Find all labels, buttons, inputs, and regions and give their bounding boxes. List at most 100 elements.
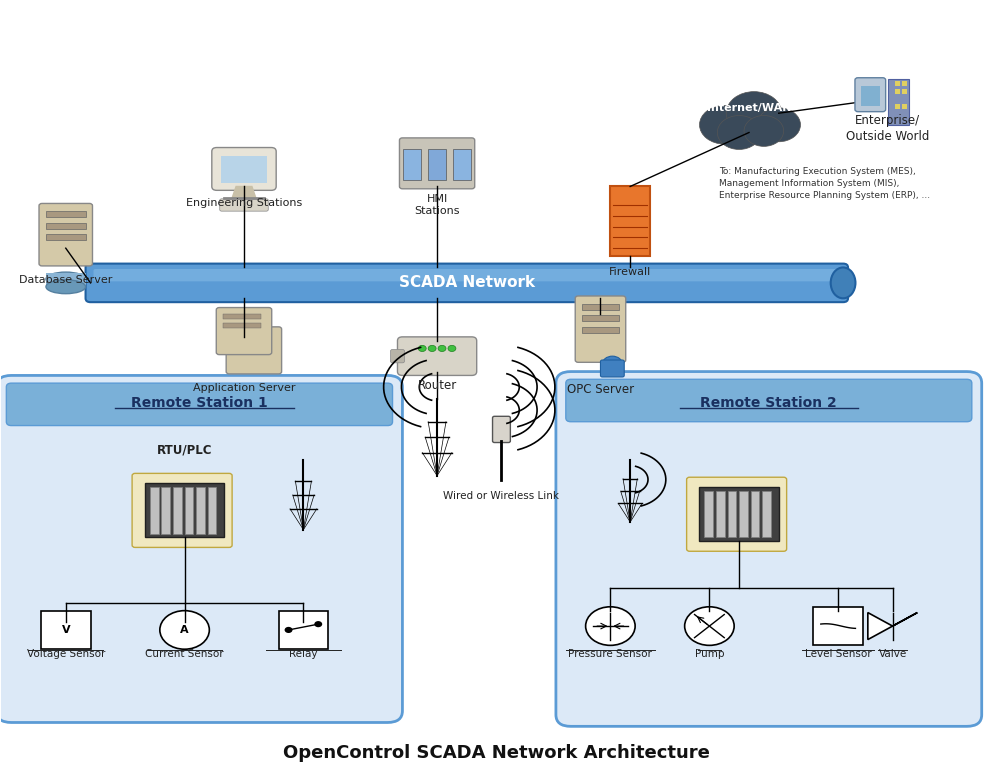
- Polygon shape: [868, 612, 918, 639]
- FancyBboxPatch shape: [556, 372, 982, 726]
- Text: Pump: Pump: [695, 649, 724, 659]
- Circle shape: [699, 105, 749, 144]
- FancyBboxPatch shape: [173, 488, 182, 533]
- Bar: [279, 611, 328, 649]
- Text: SCADA Network: SCADA Network: [399, 276, 535, 290]
- FancyBboxPatch shape: [611, 187, 650, 256]
- FancyBboxPatch shape: [763, 491, 771, 537]
- FancyBboxPatch shape: [6, 383, 392, 426]
- Bar: [895, 88, 900, 94]
- Ellipse shape: [46, 272, 85, 286]
- Bar: [46, 223, 85, 229]
- FancyBboxPatch shape: [390, 350, 404, 363]
- FancyBboxPatch shape: [39, 204, 92, 266]
- Text: Router: Router: [417, 379, 457, 392]
- Bar: [903, 80, 908, 86]
- FancyBboxPatch shape: [751, 491, 760, 537]
- Bar: [582, 327, 619, 333]
- Text: HMI
Stations: HMI Stations: [414, 194, 460, 216]
- Bar: [223, 313, 261, 319]
- Circle shape: [586, 607, 636, 646]
- Text: Voltage Sensor: Voltage Sensor: [27, 649, 105, 659]
- Bar: [582, 315, 619, 321]
- Text: Internet/WAN: Internet/WAN: [707, 103, 791, 113]
- Circle shape: [418, 345, 426, 351]
- FancyBboxPatch shape: [399, 138, 475, 189]
- Text: Enterprise/
Outside World: Enterprise/ Outside World: [846, 114, 929, 143]
- FancyBboxPatch shape: [197, 488, 205, 533]
- FancyBboxPatch shape: [739, 491, 748, 537]
- Text: Wired or Wireless Link: Wired or Wireless Link: [444, 491, 559, 501]
- Circle shape: [717, 115, 761, 149]
- Bar: [41, 611, 90, 649]
- Circle shape: [726, 91, 781, 135]
- Text: Valve: Valve: [879, 649, 907, 659]
- FancyBboxPatch shape: [575, 296, 626, 362]
- FancyBboxPatch shape: [162, 488, 170, 533]
- Text: Remote Station 2: Remote Station 2: [700, 396, 837, 410]
- Circle shape: [428, 345, 436, 351]
- Bar: [895, 104, 900, 109]
- FancyBboxPatch shape: [397, 337, 477, 375]
- Text: A: A: [181, 625, 189, 635]
- FancyBboxPatch shape: [132, 474, 232, 547]
- Circle shape: [315, 621, 322, 627]
- Polygon shape: [232, 187, 256, 198]
- FancyBboxPatch shape: [150, 488, 159, 533]
- Text: Remote Station 1: Remote Station 1: [131, 396, 268, 410]
- Bar: [903, 88, 908, 94]
- Circle shape: [757, 108, 800, 142]
- Ellipse shape: [46, 279, 85, 293]
- Bar: [403, 149, 421, 180]
- FancyBboxPatch shape: [220, 156, 267, 183]
- FancyBboxPatch shape: [601, 360, 625, 377]
- Circle shape: [285, 627, 293, 633]
- Text: Engineering Stations: Engineering Stations: [186, 198, 302, 208]
- Circle shape: [744, 115, 783, 146]
- Bar: [895, 80, 900, 86]
- Circle shape: [603, 356, 623, 372]
- Circle shape: [448, 345, 456, 351]
- FancyBboxPatch shape: [0, 375, 402, 722]
- Ellipse shape: [831, 268, 855, 298]
- Bar: [582, 303, 619, 310]
- Bar: [453, 149, 471, 180]
- Text: Application Server: Application Server: [193, 383, 295, 393]
- FancyBboxPatch shape: [85, 264, 848, 302]
- Text: RTU/PLC: RTU/PLC: [157, 444, 213, 457]
- Bar: [46, 273, 85, 286]
- Bar: [861, 86, 880, 105]
- Bar: [233, 333, 271, 338]
- FancyBboxPatch shape: [728, 491, 736, 537]
- Text: Pressure Sensor: Pressure Sensor: [568, 649, 652, 659]
- FancyBboxPatch shape: [208, 488, 216, 533]
- Bar: [233, 342, 271, 348]
- FancyBboxPatch shape: [566, 379, 972, 422]
- FancyBboxPatch shape: [212, 148, 276, 190]
- FancyBboxPatch shape: [216, 307, 272, 354]
- FancyBboxPatch shape: [686, 478, 786, 551]
- FancyBboxPatch shape: [704, 491, 713, 537]
- Text: Firewall: Firewall: [609, 268, 651, 277]
- Circle shape: [438, 345, 446, 351]
- Bar: [903, 104, 908, 109]
- FancyBboxPatch shape: [855, 77, 886, 111]
- Text: V: V: [62, 625, 71, 635]
- Bar: [428, 149, 446, 180]
- FancyBboxPatch shape: [699, 488, 779, 541]
- Text: Database Server: Database Server: [19, 276, 112, 285]
- Bar: [46, 235, 85, 241]
- FancyBboxPatch shape: [226, 327, 282, 374]
- Text: OpenControl SCADA Network Architecture: OpenControl SCADA Network Architecture: [283, 745, 710, 762]
- FancyBboxPatch shape: [93, 269, 840, 281]
- Bar: [813, 607, 863, 646]
- Text: Level Sensor: Level Sensor: [804, 649, 872, 659]
- Circle shape: [684, 607, 734, 646]
- Bar: [46, 211, 85, 217]
- Circle shape: [160, 611, 210, 649]
- FancyBboxPatch shape: [185, 488, 194, 533]
- Text: Relay: Relay: [289, 649, 318, 659]
- Bar: [223, 323, 261, 328]
- FancyBboxPatch shape: [145, 484, 224, 537]
- Text: OPC Server: OPC Server: [567, 383, 635, 396]
